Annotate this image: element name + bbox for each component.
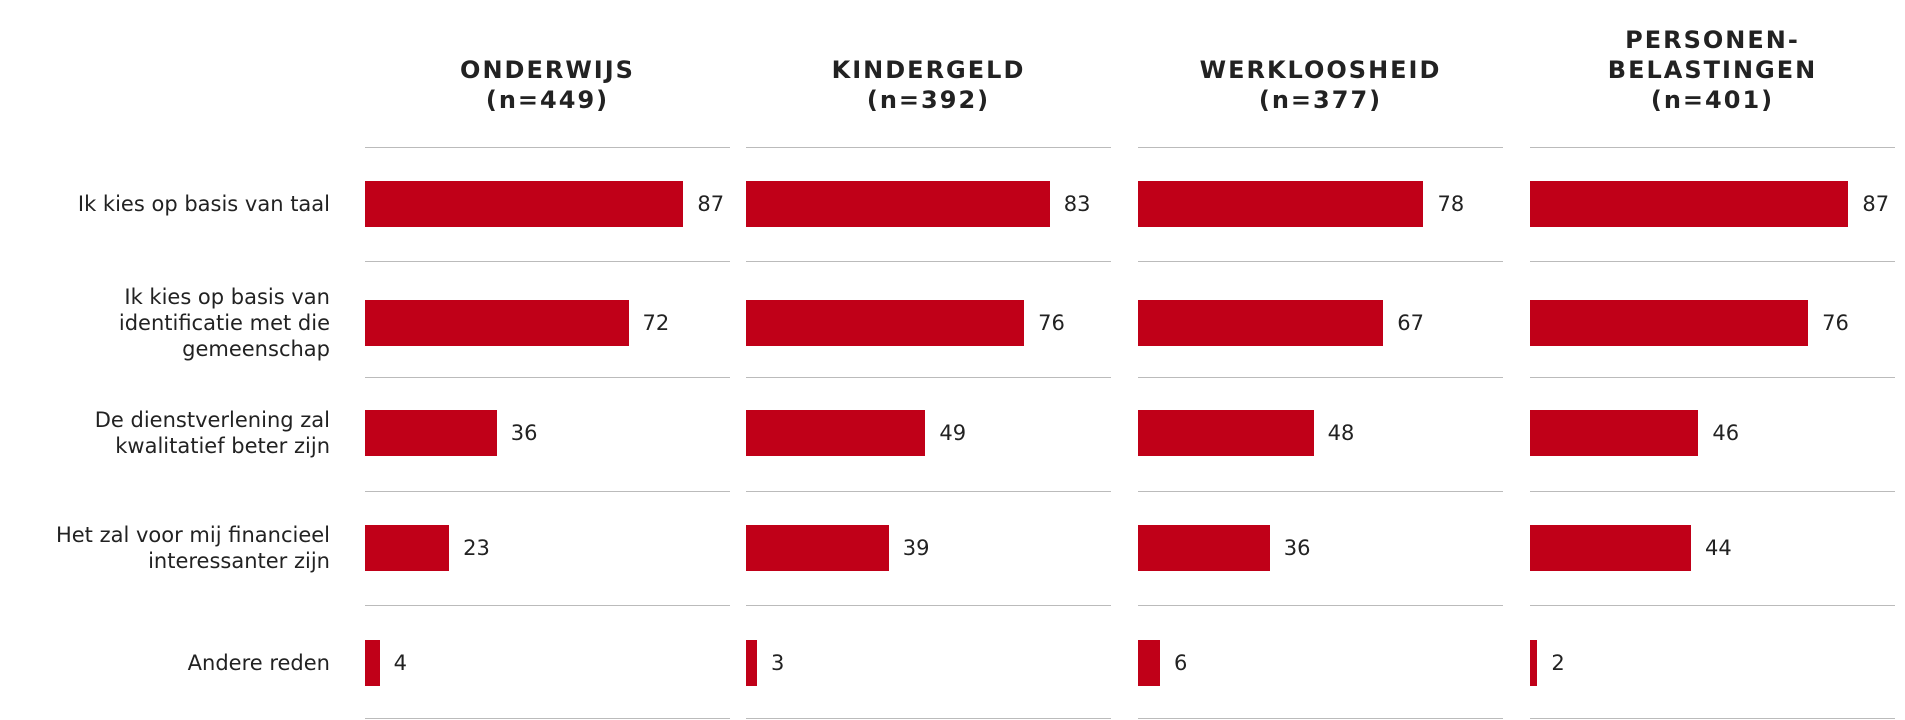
value-label: 46 bbox=[1712, 421, 1740, 445]
value-label: 44 bbox=[1705, 536, 1732, 560]
value-label: 36 bbox=[510, 421, 538, 445]
value-label: 87 bbox=[697, 192, 725, 216]
separator bbox=[365, 261, 730, 262]
separator bbox=[1138, 605, 1503, 606]
panel-title: ONDERWIJS (n=449) bbox=[460, 56, 635, 114]
value-label: 49 bbox=[939, 421, 967, 445]
separator bbox=[1530, 605, 1895, 606]
separator bbox=[746, 718, 1111, 719]
value-label: 39 bbox=[902, 536, 930, 560]
value-label: 67 bbox=[1397, 311, 1424, 335]
category-label: Ik kies op basis van identificatie met d… bbox=[118, 285, 330, 361]
value-label: 48 bbox=[1327, 421, 1355, 445]
bar bbox=[1138, 300, 1384, 346]
bar bbox=[1530, 410, 1699, 456]
bar bbox=[746, 181, 1050, 227]
bar bbox=[1138, 181, 1424, 227]
separator bbox=[365, 377, 730, 378]
separator bbox=[746, 377, 1111, 378]
panel-title: PERSONEN- BELASTINGEN (n=401) bbox=[1607, 26, 1818, 114]
separator bbox=[365, 605, 730, 606]
category-label: Het zal voor mij financieel interessante… bbox=[55, 523, 330, 573]
separator bbox=[1138, 491, 1503, 492]
separator bbox=[365, 491, 730, 492]
bar bbox=[1530, 525, 1692, 571]
separator bbox=[1138, 377, 1503, 378]
category-label: Andere reden bbox=[187, 651, 330, 675]
bar bbox=[365, 181, 684, 227]
bar bbox=[746, 410, 926, 456]
separator bbox=[1138, 261, 1503, 262]
category-label: Ik kies op basis van taal bbox=[77, 192, 330, 216]
bar bbox=[1138, 410, 1314, 456]
bar bbox=[746, 525, 889, 571]
value-label: 78 bbox=[1437, 192, 1465, 216]
bar bbox=[1530, 181, 1849, 227]
separator bbox=[1530, 147, 1895, 148]
category-label: De dienstverlening zal kwalitatief beter… bbox=[94, 408, 330, 458]
separator bbox=[1530, 377, 1895, 378]
value-label: 3 bbox=[770, 651, 785, 675]
separator bbox=[1138, 147, 1503, 148]
value-label: 76 bbox=[1038, 311, 1065, 335]
value-label: 87 bbox=[1862, 192, 1890, 216]
separator bbox=[1530, 261, 1895, 262]
panel-title: KINDERGELD (n=392) bbox=[831, 56, 1026, 114]
bar bbox=[1530, 300, 1809, 346]
value-label: 23 bbox=[463, 536, 490, 560]
value-label: 36 bbox=[1283, 536, 1311, 560]
bar bbox=[1138, 640, 1160, 686]
bar bbox=[365, 525, 450, 571]
panel-title: WERKLOOSHEID (n=377) bbox=[1199, 56, 1442, 114]
value-label: 2 bbox=[1551, 651, 1565, 675]
separator bbox=[365, 147, 730, 148]
value-label: 83 bbox=[1063, 192, 1091, 216]
bar bbox=[365, 410, 497, 456]
bar bbox=[1530, 640, 1538, 686]
bar bbox=[746, 640, 757, 686]
bar bbox=[1138, 525, 1270, 571]
separator bbox=[746, 147, 1111, 148]
bar bbox=[746, 300, 1025, 346]
bar bbox=[365, 300, 629, 346]
separator bbox=[365, 718, 730, 719]
value-label: 76 bbox=[1822, 311, 1849, 335]
separator bbox=[1530, 718, 1895, 719]
separator bbox=[1138, 718, 1503, 719]
value-label: 72 bbox=[642, 311, 670, 335]
separator bbox=[746, 261, 1111, 262]
separator bbox=[1530, 491, 1895, 492]
bar bbox=[365, 640, 380, 686]
separator bbox=[746, 605, 1111, 606]
value-label: 4 bbox=[393, 651, 407, 675]
value-label: 6 bbox=[1173, 651, 1188, 675]
separator bbox=[746, 491, 1111, 492]
